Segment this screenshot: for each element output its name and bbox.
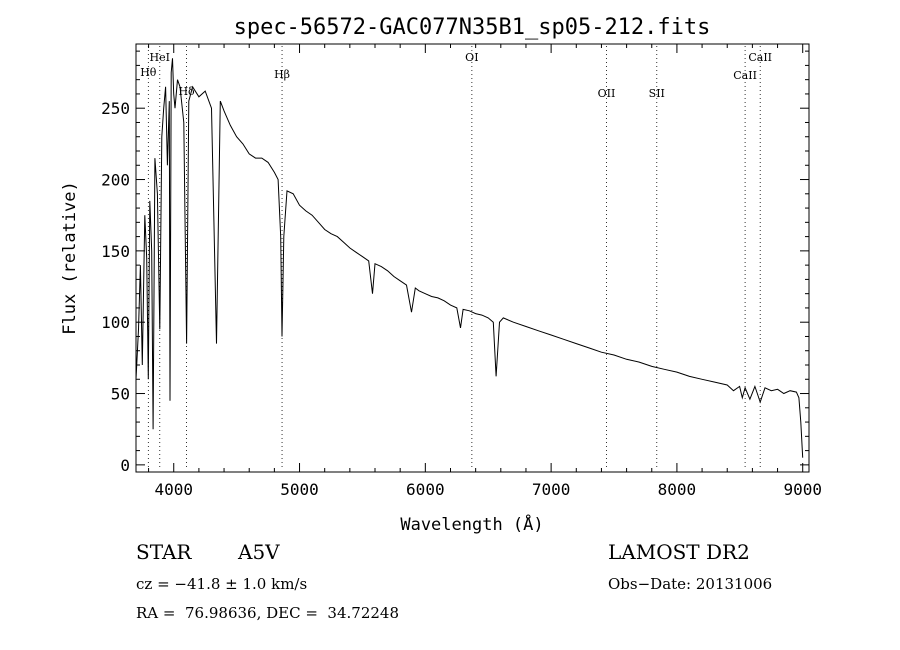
x-tick-labels: 4000 5000 6000 7000 8000 9000 <box>154 480 822 499</box>
survey-name: LAMOST DR2 <box>608 540 750 564</box>
y-axis-label: Flux (relative) <box>60 181 80 335</box>
y-tick-label: 150 <box>101 242 130 261</box>
annotation-label: CaII <box>733 69 757 82</box>
x-tick-label: 7000 <box>532 480 571 499</box>
annotation-label: CaII <box>748 51 772 64</box>
coordinates: RA = 76.98636, DEC = 34.72248 <box>136 604 400 622</box>
y-tick-label: 100 <box>101 313 130 332</box>
plot-frame <box>135 43 810 473</box>
chart-title: spec-56572-GAC077N35B1_sp05-212.fits <box>234 15 711 40</box>
y-tick-labels: 0 50 100 150 200 250 <box>101 99 130 475</box>
object-subclass: A5V <box>238 540 280 564</box>
annotation-lines <box>147 46 761 470</box>
y-tick-label: 0 <box>120 456 130 475</box>
x-tick-label: 4000 <box>154 480 193 499</box>
y-tick-label: 250 <box>101 99 130 118</box>
annotation-label: Hθ <box>140 66 157 79</box>
x-tick-label: 6000 <box>406 480 445 499</box>
y-tick-label: 200 <box>101 171 130 190</box>
observation-date: Obs−Date: 20131006 <box>608 575 773 593</box>
annotation-label: HeI <box>150 51 170 64</box>
x-axis-label: Wavelength (Å) <box>400 513 543 535</box>
annotation-label: OI <box>465 51 478 64</box>
x-axis-ticks <box>148 44 804 472</box>
annotation-label: OII <box>598 87 616 100</box>
x-tick-label: 9000 <box>783 480 822 499</box>
spectrum-line <box>135 58 804 458</box>
redshift-cz: cz = −41.8 ± 1.0 km/s <box>136 575 308 593</box>
object-class: STAR <box>136 540 192 564</box>
annotation-label: Hβ <box>274 68 290 81</box>
x-tick-label: 5000 <box>280 480 319 499</box>
y-tick-label: 50 <box>111 385 130 404</box>
y-axis-ticks <box>136 50 809 466</box>
annotation-label: SII <box>649 87 665 100</box>
x-tick-label: 8000 <box>658 480 697 499</box>
